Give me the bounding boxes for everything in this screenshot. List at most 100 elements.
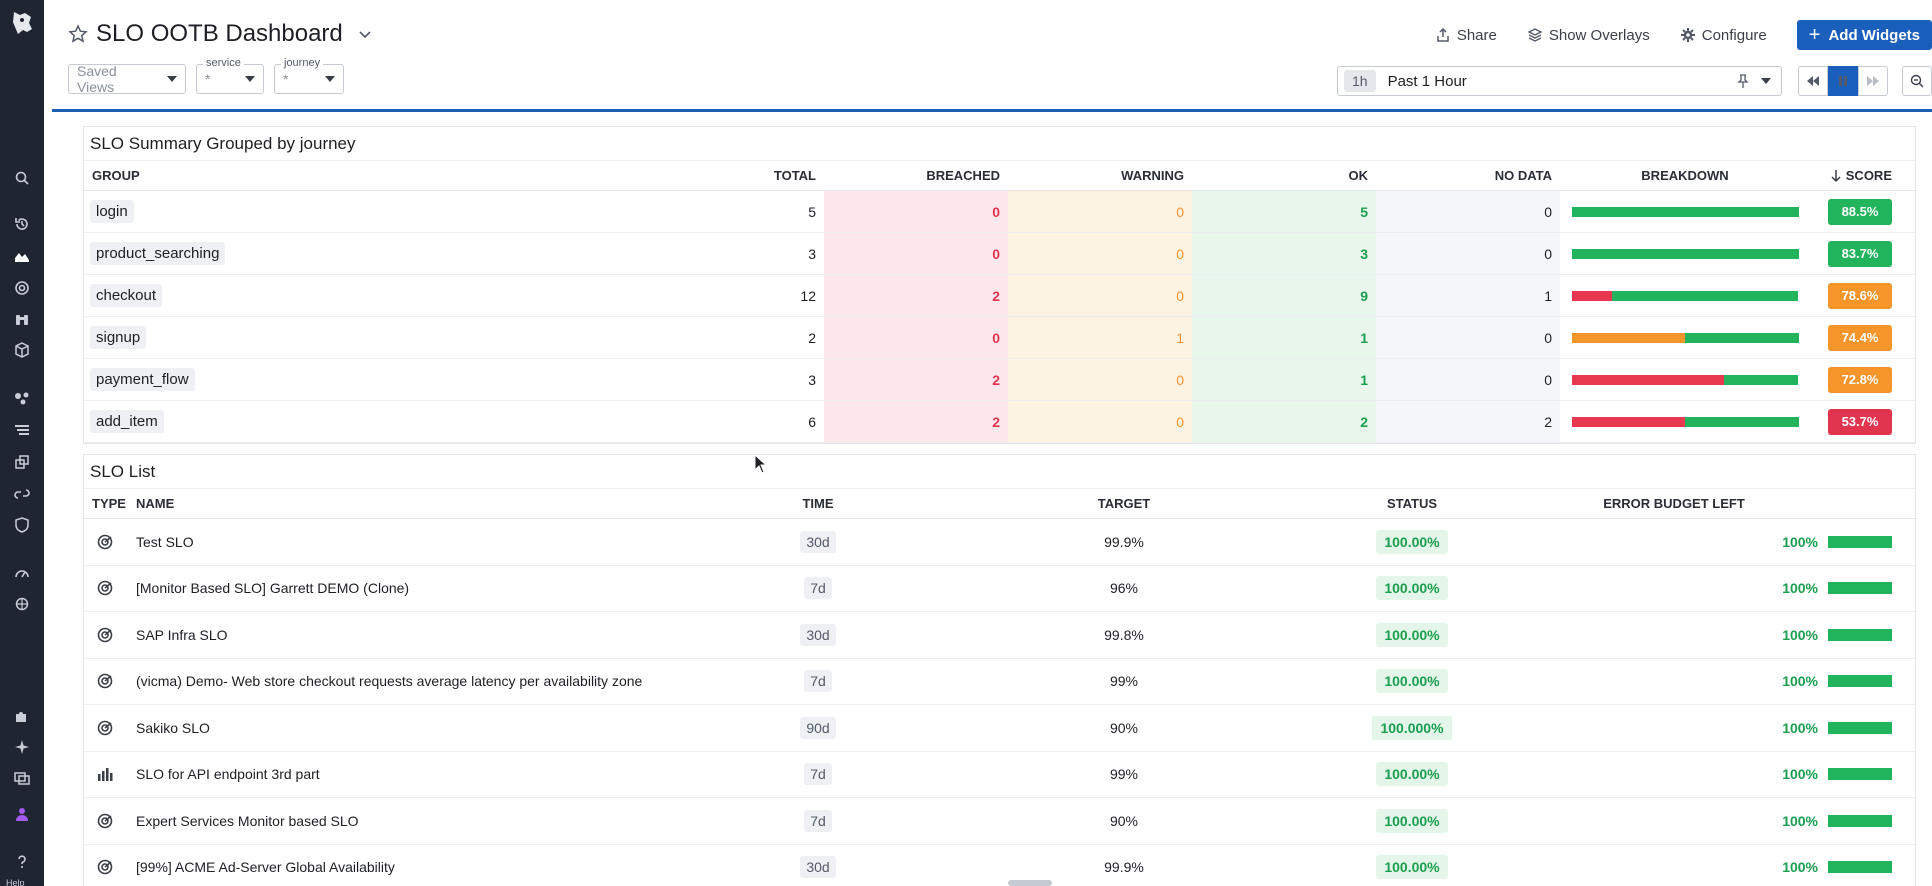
rewind-button[interactable] (1798, 66, 1828, 96)
summary-row[interactable]: product_searching 3 0 0 3 0 83.7% (84, 233, 1915, 275)
slo-row[interactable]: [99%] ACME Ad-Server Global Availability… (84, 845, 1915, 886)
error-budget-value: 100% (1782, 719, 1818, 736)
resize-handle[interactable] (1008, 880, 1052, 886)
group-tag[interactable]: login (90, 191, 134, 232)
slo-name[interactable]: Sakiko SLO (136, 719, 210, 736)
status-badge: 100.00% (1376, 808, 1448, 833)
gear-icon (1680, 28, 1695, 42)
mouse-cursor-icon (754, 454, 768, 474)
slo-icon[interactable] (12, 278, 32, 298)
nodata-cell: 2 (1376, 401, 1560, 442)
group-name: add_item (90, 410, 164, 433)
time-cell: 7d (778, 798, 858, 844)
pin-icon[interactable] (1737, 74, 1749, 88)
datadog-logo-icon[interactable] (8, 8, 38, 38)
error-budget-bar (1828, 814, 1892, 827)
group-tag[interactable]: checkout (90, 275, 163, 316)
target-cell: 99% (1109, 673, 1139, 690)
puzzle-icon[interactable] (12, 706, 32, 726)
group-tag[interactable]: product_searching (90, 233, 226, 274)
error-budget-cell: 100% (1684, 519, 1900, 565)
history-icon[interactable] (12, 214, 32, 234)
slo-row[interactable]: Sakiko SLO 90d 90% 100.000% 100% (84, 705, 1915, 752)
slo-row[interactable]: SAP Infra SLO 30d 99.8% 100.00% 100% (84, 612, 1915, 659)
slo-name[interactable]: (vicma) Demo- Web store checkout request… (136, 673, 643, 690)
dashboard-title[interactable]: SLO OOTB Dashboard (96, 20, 343, 47)
ok-cell: 1 (1192, 317, 1376, 358)
chevron-down-icon[interactable] (357, 26, 373, 42)
breakdown-bar (1571, 374, 1799, 385)
slo-name[interactable]: [99%] ACME Ad-Server Global Availability (136, 859, 395, 876)
warning-cell: 0 (1008, 233, 1192, 274)
slo-list-header: TYPE NAME TIME TARGET STATUS ERROR BUDGE… (84, 489, 1915, 519)
slo-name[interactable]: SLO for API endpoint 3rd part (136, 766, 320, 783)
pause-button[interactable] (1828, 66, 1858, 96)
logs-icon[interactable] (12, 420, 32, 440)
star-icon[interactable] (68, 24, 88, 44)
error-budget-value: 100% (1782, 533, 1818, 550)
breakdown-ok-segment (1685, 416, 1799, 427)
type-cell (96, 705, 114, 751)
time-range-select[interactable]: 1h Past 1 Hour (1337, 66, 1782, 96)
show-overlays-button[interactable]: Show Overlays (1527, 27, 1650, 44)
score-cell: 83.7% (1810, 233, 1900, 274)
summary-row[interactable]: add_item 6 2 0 2 2 53.7% (84, 401, 1915, 443)
monitor-slo-icon (97, 534, 113, 550)
slo-row[interactable]: SLO for API endpoint 3rd part 7d 99% 100.00… (84, 752, 1915, 798)
slo-row[interactable]: (vicma) Demo- Web store checkout request… (84, 659, 1915, 705)
integrations-icon[interactable] (12, 484, 32, 504)
dashboards-icon[interactable] (12, 246, 32, 266)
summary-row[interactable]: signup 2 0 1 1 0 74.4% (84, 317, 1915, 359)
metric-slo-icon (98, 768, 113, 782)
group-tag[interactable]: add_item (90, 401, 164, 442)
service-filter[interactable]: service * (196, 57, 264, 94)
col-score[interactable]: SCORE (1810, 161, 1900, 190)
slo-row[interactable]: Test SLO 30d 99.9% 100.00% 100% (84, 519, 1915, 566)
configure-button[interactable]: Configure (1680, 27, 1767, 44)
sparkle-icon[interactable] (12, 737, 32, 757)
binoculars-icon[interactable] (12, 309, 32, 329)
chat-icon[interactable] (12, 768, 32, 788)
slo-row[interactable]: Expert Services Monitor based SLO 7d 90% 10… (84, 798, 1915, 845)
slo-name[interactable]: SAP Infra SLO (136, 626, 228, 643)
share-button[interactable]: Share (1435, 27, 1497, 44)
synthetics-icon[interactable] (12, 594, 32, 614)
zoom-out-button[interactable] (1902, 66, 1932, 96)
search-icon[interactable] (12, 168, 32, 188)
help-icon[interactable] (12, 852, 32, 872)
fast-forward-button[interactable] (1858, 66, 1888, 96)
caret-down-icon[interactable] (1761, 78, 1771, 84)
user-org-icon[interactable] (12, 804, 32, 824)
breakdown-bar (1571, 290, 1799, 301)
breached-cell: 0 (824, 317, 1008, 358)
slo-name[interactable]: Expert Services Monitor based SLO (136, 812, 359, 829)
summary-row[interactable]: login 5 0 0 5 0 88.5% (84, 191, 1915, 233)
journey-filter-value: * (283, 71, 289, 87)
status-badge: 100.00% (1376, 622, 1448, 647)
score-cell: 72.8% (1810, 359, 1900, 400)
group-tag[interactable]: signup (90, 317, 147, 358)
col-total: TOTAL (773, 168, 816, 183)
error-budget-cell: 100% (1684, 705, 1900, 751)
slo-name[interactable]: [Monitor Based SLO] Garrett DEMO (Clone) (136, 580, 410, 597)
slo-row[interactable]: [Monitor Based SLO] Garrett DEMO (Clone)… (84, 566, 1915, 612)
journey-filter[interactable]: journey * (274, 57, 344, 94)
group-name: signup (90, 326, 147, 349)
infrastructure-icon[interactable] (12, 340, 32, 360)
main-area: SLO OOTB Dashboard Share Show Overlays C… (52, 0, 1932, 886)
error-budget-value: 100% (1782, 673, 1818, 690)
performance-icon[interactable] (12, 563, 32, 583)
status-badge: 100.00% (1376, 669, 1448, 694)
help-label: Help (6, 878, 25, 886)
summary-row[interactable]: payment_flow 3 2 0 1 0 72.8% (84, 359, 1915, 401)
rum-icon[interactable] (12, 452, 32, 472)
saved-views-select[interactable]: Saved Views (68, 63, 186, 95)
security-icon[interactable] (12, 515, 32, 535)
summary-row[interactable]: checkout 12 2 0 9 1 78.6% (84, 275, 1915, 317)
warning-cell: 1 (1008, 317, 1192, 358)
slo-name[interactable]: Test SLO (136, 533, 194, 550)
apm-icon[interactable] (12, 388, 32, 408)
nodata-cell: 0 (1376, 233, 1560, 274)
group-tag[interactable]: payment_flow (90, 359, 195, 400)
add-widgets-button[interactable]: + Add Widgets (1796, 20, 1932, 50)
